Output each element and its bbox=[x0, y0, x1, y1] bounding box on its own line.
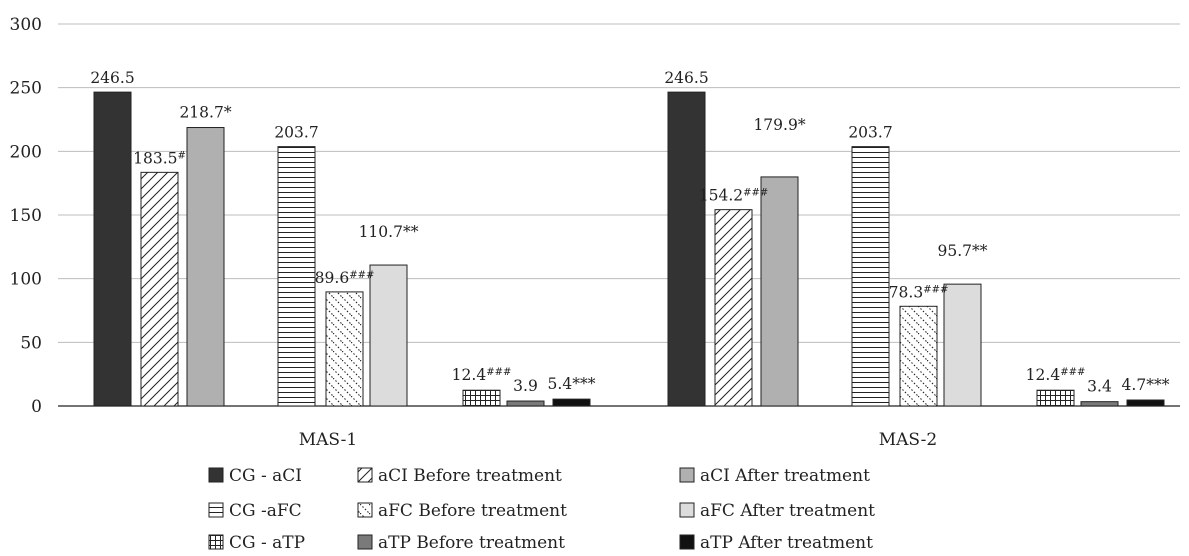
bar bbox=[506, 400, 545, 407]
data-label: 78.3### bbox=[889, 283, 949, 301]
gridlines bbox=[58, 23, 1180, 343]
y-axis: 0 50 100 150 200 250 300 bbox=[10, 15, 1180, 417]
bar bbox=[1126, 399, 1165, 407]
data-label: 203.7 bbox=[848, 124, 892, 142]
legend-label: CG - aCI bbox=[229, 466, 302, 486]
data-label: 12.4### bbox=[1026, 366, 1086, 384]
bar bbox=[369, 264, 408, 407]
x-axis-categories: MAS-1 MAS-2 bbox=[299, 430, 938, 450]
legend: CG - aCI aCI Before treatment aCI After tr… bbox=[208, 466, 875, 553]
y-tick-label: 250 bbox=[10, 79, 42, 99]
data-label: 154.2### bbox=[699, 187, 769, 205]
legend-swatch bbox=[679, 502, 695, 518]
legend-swatch bbox=[357, 502, 373, 518]
bar bbox=[140, 171, 179, 407]
data-label: 4.7*** bbox=[1122, 376, 1170, 394]
data-labels: 246.5 183.5# 218.7* 203.7 89.6### 110.7** 12.4… bbox=[90, 69, 1169, 396]
legend-label: aTP Before treatment bbox=[378, 533, 565, 553]
bar bbox=[186, 127, 225, 407]
bar bbox=[1080, 401, 1119, 407]
y-tick-label: 50 bbox=[20, 333, 42, 353]
legend-swatch bbox=[208, 502, 224, 518]
data-label: 246.5 bbox=[664, 69, 708, 87]
bar bbox=[93, 91, 132, 407]
y-tick-label: 200 bbox=[10, 142, 42, 162]
legend-swatch bbox=[357, 534, 373, 550]
data-label: 179.9* bbox=[753, 116, 805, 134]
bar bbox=[667, 91, 706, 407]
bar bbox=[943, 283, 982, 407]
bars bbox=[93, 91, 1165, 407]
y-tick-label: 0 bbox=[31, 397, 42, 417]
data-label: 218.7* bbox=[179, 104, 231, 122]
legend-label: aCI Before treatment bbox=[378, 466, 562, 486]
bar bbox=[552, 398, 591, 407]
data-label: 89.6### bbox=[315, 269, 375, 287]
data-label: 3.9 bbox=[513, 377, 538, 395]
data-label: 3.4 bbox=[1087, 378, 1112, 396]
x-category-label: MAS-2 bbox=[879, 430, 938, 450]
bar bbox=[462, 389, 501, 407]
data-label: 203.7 bbox=[274, 124, 318, 142]
bar bbox=[851, 146, 890, 407]
legend-swatch bbox=[679, 467, 695, 483]
legend-label: aTP After treatment bbox=[700, 533, 873, 553]
y-tick-label: 150 bbox=[10, 206, 42, 226]
bar bbox=[325, 291, 364, 407]
legend-label: aFC After treatment bbox=[700, 501, 875, 521]
data-label: 110.7** bbox=[359, 223, 419, 241]
bar bbox=[760, 176, 799, 407]
data-label: 5.4*** bbox=[548, 375, 596, 393]
bar bbox=[1036, 389, 1075, 407]
data-label: 246.5 bbox=[90, 69, 134, 87]
bar bbox=[899, 305, 938, 407]
legend-label: aCI After treatment bbox=[700, 466, 870, 486]
y-tick-label: 300 bbox=[10, 15, 42, 35]
data-label: 183.5# bbox=[133, 149, 186, 167]
legend-swatch bbox=[208, 534, 224, 550]
legend-label: CG -aFC bbox=[229, 501, 302, 521]
bar bbox=[277, 146, 316, 407]
legend-label: aFC Before treatment bbox=[378, 501, 567, 521]
legend-swatch bbox=[357, 467, 373, 483]
y-tick-label: 100 bbox=[10, 270, 42, 290]
data-label: 95.7** bbox=[937, 242, 987, 260]
bar bbox=[714, 209, 753, 407]
legend-label: CG - aTP bbox=[229, 533, 305, 553]
data-label: 12.4### bbox=[452, 366, 512, 384]
x-category-label: MAS-1 bbox=[299, 430, 358, 450]
legend-swatch bbox=[208, 467, 224, 483]
legend-swatch bbox=[679, 534, 695, 550]
